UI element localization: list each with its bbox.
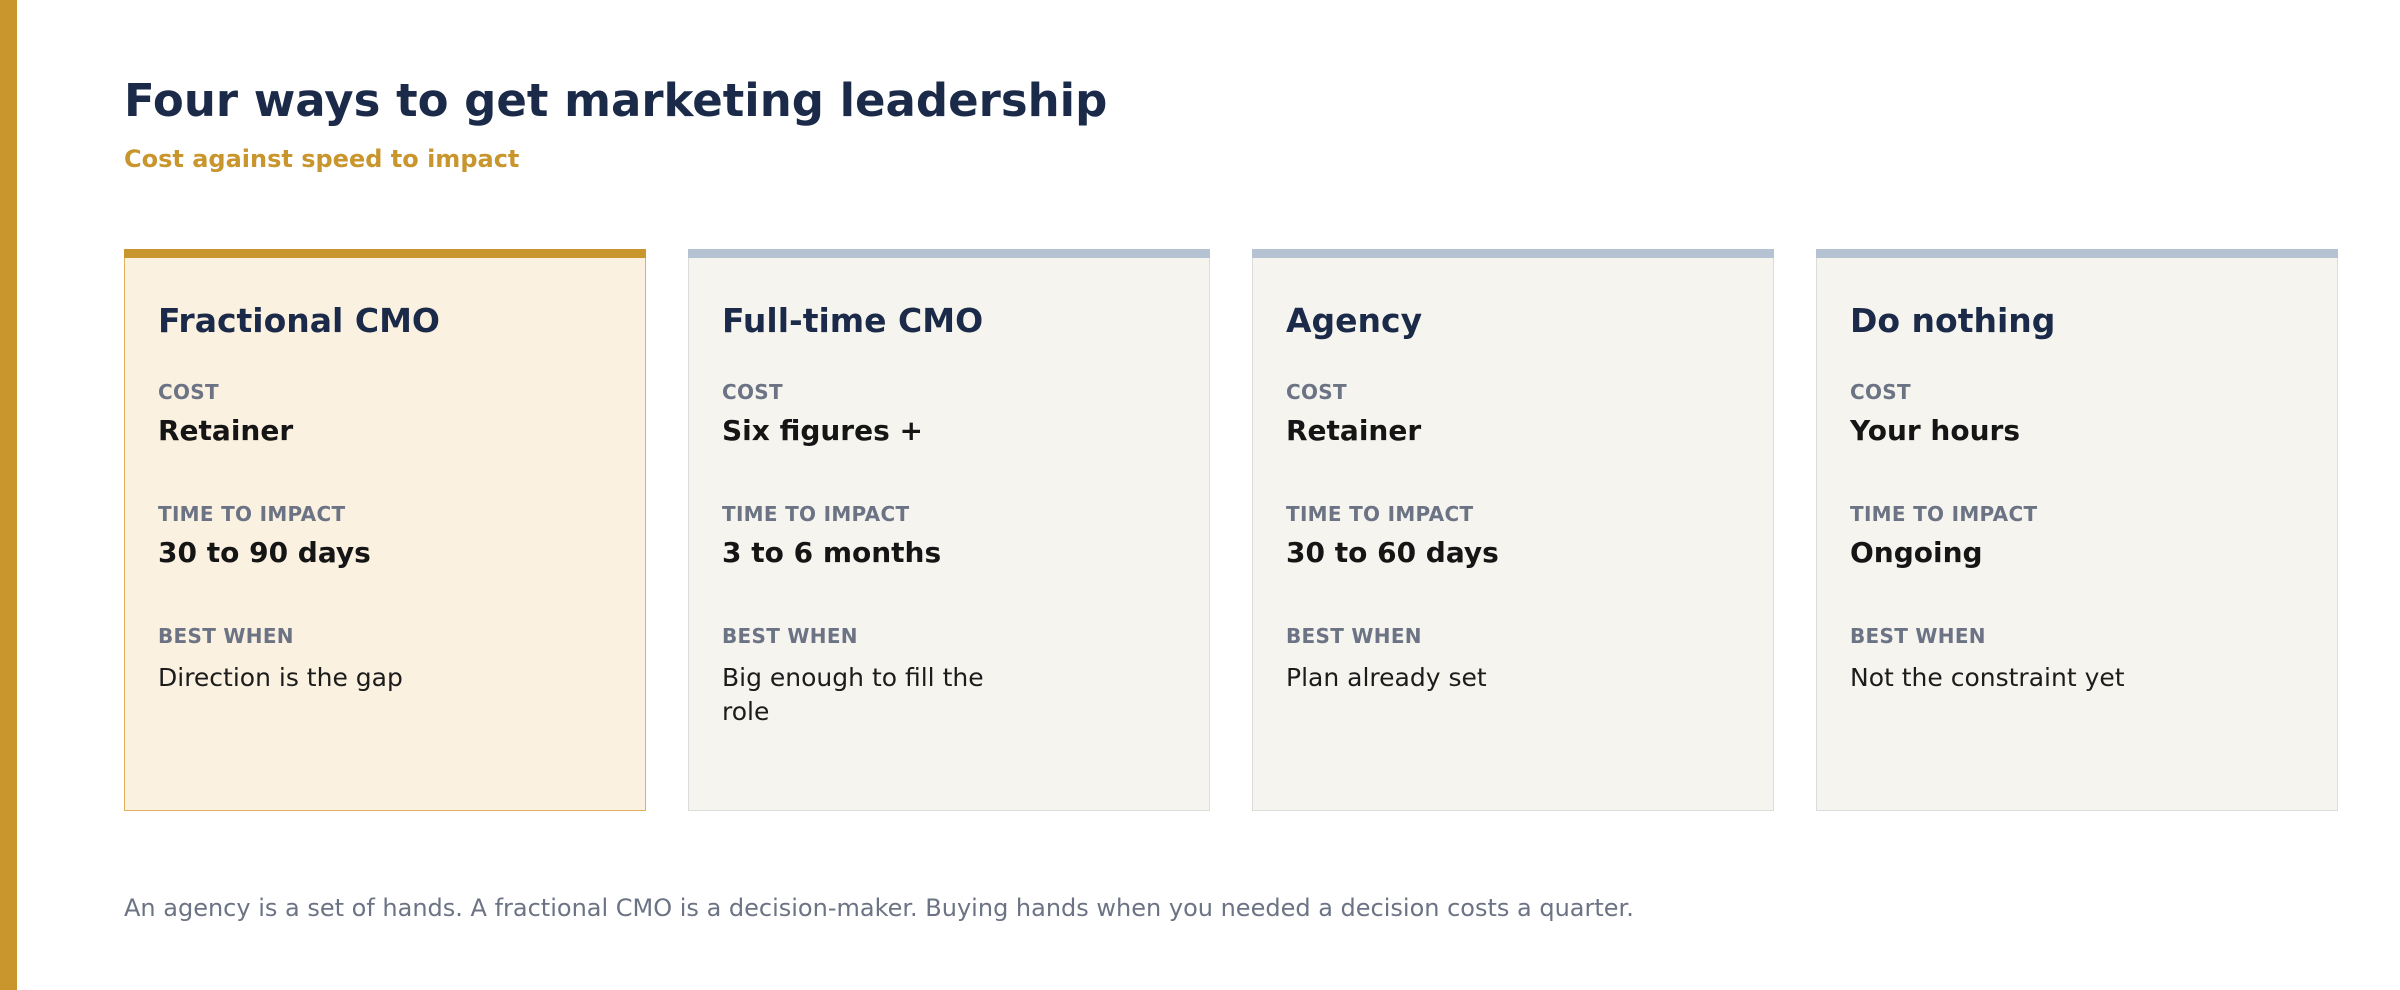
card-top-accent: [1252, 249, 1774, 258]
page-subtitle: Cost against speed to impact: [124, 145, 520, 173]
time-to-impact-value: 30 to 90 days: [158, 536, 371, 569]
best-when-label: BEST WHEN: [1850, 624, 1986, 648]
card-title: Fractional CMO: [158, 301, 440, 340]
left-accent-bar: [0, 0, 17, 990]
best-when-label: BEST WHEN: [1286, 624, 1422, 648]
cost-label: COST: [1850, 380, 1911, 404]
card-title: Do nothing: [1850, 301, 2056, 340]
cost-label: COST: [722, 380, 783, 404]
best-when-text: Plan already set: [1286, 663, 1487, 692]
cost-label: COST: [158, 380, 219, 404]
option-card-full-time-cmo: Full-time CMO COST Six figures + TIME TO…: [688, 249, 1210, 811]
cost-label: COST: [1286, 380, 1347, 404]
option-card-agency: Agency COST Retainer TIME TO IMPACT 30 t…: [1252, 249, 1774, 811]
time-to-impact-label: TIME TO IMPACT: [1850, 502, 2038, 526]
footnote: An agency is a set of hands. A fractiona…: [124, 894, 1634, 922]
best-when-text: Not the constraint yet: [1850, 663, 2125, 692]
time-to-impact-value: 30 to 60 days: [1286, 536, 1499, 569]
card-title: Agency: [1286, 301, 1423, 340]
cost-value: Your hours: [1850, 414, 2021, 447]
page-title: Four ways to get marketing leadership: [124, 74, 1108, 127]
cost-value: Retainer: [158, 414, 294, 447]
card-top-accent: [124, 249, 646, 258]
option-card-do-nothing: Do nothing COST Your hours TIME TO IMPAC…: [1816, 249, 2338, 811]
card-top-accent: [1816, 249, 2338, 258]
best-when-label: BEST WHEN: [722, 624, 858, 648]
time-to-impact-label: TIME TO IMPACT: [1286, 502, 1474, 526]
best-when-text: Direction is the gap: [158, 663, 403, 692]
time-to-impact-value: Ongoing: [1850, 536, 1983, 569]
card-title: Full-time CMO: [722, 301, 984, 340]
best-when-text: Big enough to fill the role: [722, 663, 984, 726]
cost-value: Six figures +: [722, 414, 923, 447]
time-to-impact-label: TIME TO IMPACT: [158, 502, 346, 526]
option-card-fractional-cmo: Fractional CMO COST Retainer TIME TO IMP…: [124, 249, 646, 811]
best-when-label: BEST WHEN: [158, 624, 294, 648]
cost-value: Retainer: [1286, 414, 1422, 447]
card-top-accent: [688, 249, 1210, 258]
options-card-grid: Fractional CMO COST Retainer TIME TO IMP…: [124, 249, 2338, 811]
time-to-impact-label: TIME TO IMPACT: [722, 502, 910, 526]
time-to-impact-value: 3 to 6 months: [722, 536, 942, 569]
